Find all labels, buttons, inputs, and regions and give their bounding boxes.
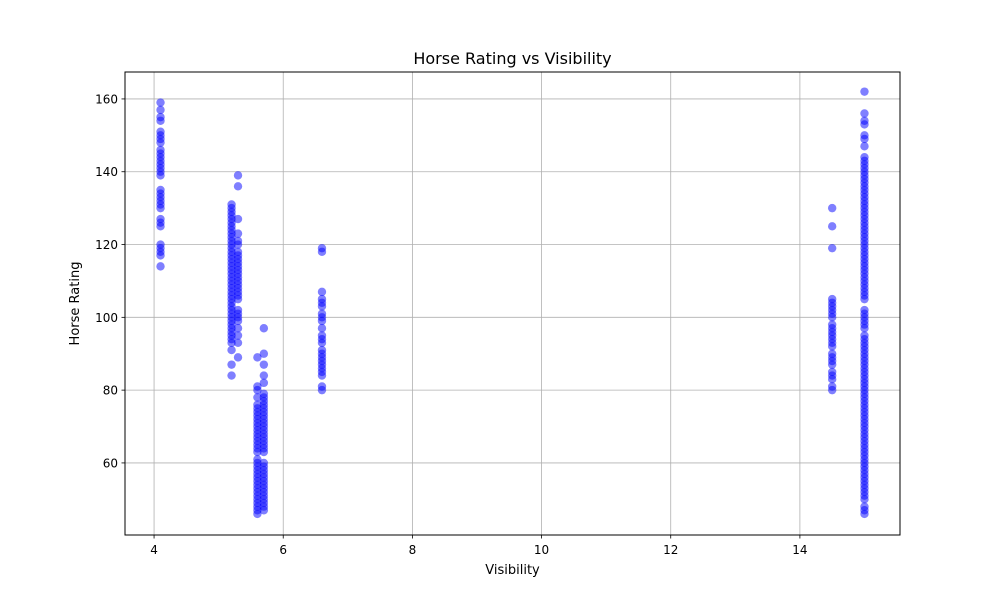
data-point bbox=[860, 134, 869, 144]
data-point bbox=[156, 203, 165, 213]
data-point bbox=[233, 324, 243, 333]
x-tick-label: 6 bbox=[279, 543, 287, 557]
data-point bbox=[253, 385, 262, 395]
data-point bbox=[860, 87, 869, 96]
data-point bbox=[827, 342, 837, 351]
data-point bbox=[259, 506, 269, 515]
x-tick-label: 10 bbox=[534, 543, 549, 557]
y-tick-label: 160 bbox=[95, 92, 118, 106]
data-point bbox=[317, 316, 327, 326]
data-point bbox=[860, 324, 869, 333]
data-point bbox=[860, 142, 869, 151]
data-point bbox=[827, 360, 837, 369]
data-point bbox=[233, 331, 243, 340]
data-point bbox=[317, 385, 327, 395]
data-point bbox=[156, 171, 165, 180]
y-axis-label: Horse Rating bbox=[68, 262, 83, 346]
data-point bbox=[233, 171, 243, 180]
data-point bbox=[233, 338, 243, 348]
data-point bbox=[233, 240, 243, 249]
x-tick-label: 12 bbox=[663, 543, 678, 557]
data-point bbox=[156, 105, 165, 115]
x-axis-label: Visibility bbox=[485, 563, 540, 578]
data-point bbox=[860, 509, 869, 519]
data-point bbox=[259, 378, 269, 388]
chart-title: Horse Rating vs Visibility bbox=[413, 49, 611, 68]
data-point bbox=[259, 360, 269, 369]
data-point bbox=[227, 345, 236, 355]
data-point bbox=[827, 222, 837, 231]
data-point bbox=[233, 316, 243, 326]
data-point bbox=[317, 287, 327, 297]
data-point bbox=[827, 243, 837, 253]
data-point bbox=[233, 294, 243, 304]
data-point bbox=[227, 371, 236, 380]
y-tick-label: 60 bbox=[103, 456, 118, 470]
data-point bbox=[317, 302, 327, 311]
data-point bbox=[233, 214, 243, 224]
data-point bbox=[253, 509, 262, 519]
data-point bbox=[253, 447, 262, 457]
data-point bbox=[156, 222, 165, 231]
data-point bbox=[317, 324, 327, 333]
data-point bbox=[156, 262, 165, 271]
scatter-points bbox=[156, 87, 869, 519]
x-tick-label: 4 bbox=[150, 543, 158, 557]
data-point bbox=[259, 447, 269, 457]
data-point bbox=[233, 353, 243, 362]
data-point bbox=[827, 313, 837, 322]
data-point bbox=[860, 294, 869, 304]
data-point bbox=[233, 182, 243, 191]
data-point bbox=[827, 375, 837, 384]
y-tick-label: 80 bbox=[103, 384, 118, 398]
grid bbox=[125, 72, 900, 535]
data-point bbox=[227, 338, 236, 348]
data-point bbox=[227, 360, 236, 369]
data-point bbox=[860, 495, 869, 504]
x-tick-label: 14 bbox=[792, 543, 807, 557]
data-point bbox=[233, 229, 243, 238]
data-point bbox=[259, 349, 269, 358]
data-point bbox=[827, 203, 837, 213]
data-point bbox=[253, 353, 262, 362]
x-tick-label: 8 bbox=[409, 543, 417, 557]
data-point bbox=[827, 385, 837, 395]
data-point bbox=[156, 138, 165, 147]
data-point bbox=[317, 371, 327, 380]
axis-ticks: 4 6 8 10 12 14 60 80 100 120 140 160 bbox=[95, 92, 807, 557]
data-point bbox=[259, 324, 269, 333]
y-tick-label: 120 bbox=[95, 238, 118, 252]
data-point bbox=[156, 98, 165, 107]
data-point bbox=[156, 251, 165, 260]
data-point bbox=[259, 371, 269, 380]
data-point bbox=[156, 116, 165, 125]
data-point bbox=[317, 247, 327, 257]
data-point bbox=[860, 109, 869, 118]
y-tick-label: 140 bbox=[95, 165, 118, 179]
data-point bbox=[860, 120, 869, 129]
plot-area-frame bbox=[124, 71, 901, 536]
data-point bbox=[317, 338, 327, 348]
y-tick-label: 100 bbox=[95, 311, 118, 325]
data-point bbox=[253, 393, 262, 402]
